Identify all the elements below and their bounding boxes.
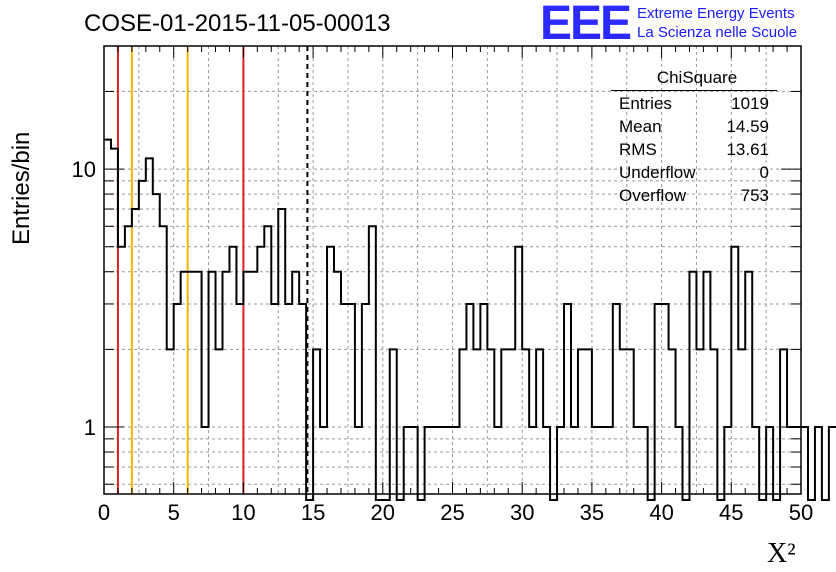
x-axis-label: X² bbox=[767, 538, 796, 569]
x-tick-label: 20 bbox=[371, 500, 395, 525]
stats-divider bbox=[611, 90, 777, 91]
stats-value: 753 bbox=[740, 186, 769, 205]
stats-label: Overflow bbox=[619, 186, 687, 205]
x-tick-label: 0 bbox=[98, 500, 110, 525]
x-tick-label: 5 bbox=[168, 500, 180, 525]
logo-line-2: La Scienza nelle Scuole bbox=[637, 24, 798, 41]
stats-header: ChiSquare bbox=[656, 68, 738, 87]
x-tick-label: 30 bbox=[510, 500, 534, 525]
stats-label: Mean bbox=[619, 117, 662, 136]
logo-caption: Extreme Energy Events La Scienza nelle S… bbox=[637, 4, 797, 42]
x-tick-label: 10 bbox=[231, 500, 255, 525]
stats-label: Entries bbox=[619, 94, 672, 113]
x-tick-label: 35 bbox=[580, 500, 604, 525]
x-tick-label: 40 bbox=[649, 500, 673, 525]
stats-box: ChiSquare Entries 1019 Mean 14.59 RMS 13… bbox=[611, 68, 777, 207]
x-tick-labels: 0 5 10 15 20 25 30 35 40 45 50 bbox=[98, 500, 813, 525]
stats-row: RMS 13.61 bbox=[611, 138, 777, 161]
x-tick-label: 50 bbox=[789, 500, 813, 525]
eee-logo: EEE bbox=[540, 0, 632, 50]
stats-row: Entries 1019 bbox=[611, 92, 777, 115]
stats-value: 0 bbox=[759, 163, 769, 182]
stats-label: Underflow bbox=[619, 163, 696, 182]
chart-title: COSE-01-2015-11-05-00013 bbox=[84, 10, 391, 37]
y-tick-label: 1 bbox=[84, 415, 96, 440]
y-tick-labels: 1 10 bbox=[72, 157, 96, 440]
stats-row: Underflow 0 bbox=[611, 161, 777, 184]
x-tick-label: 45 bbox=[719, 500, 743, 525]
y-tick-label: 10 bbox=[72, 157, 96, 182]
x-tick-label: 15 bbox=[301, 500, 325, 525]
logo-line-1: Extreme Energy Events bbox=[637, 5, 795, 22]
stats-value: 13.61 bbox=[726, 140, 769, 159]
reference-lines bbox=[116, 46, 309, 494]
histogram-outline bbox=[104, 138, 836, 501]
stats-label: RMS bbox=[619, 140, 657, 159]
y-axis-label: Entries/bin bbox=[8, 131, 35, 245]
axis-ticks bbox=[103, 45, 802, 494]
stats-row: Overflow 753 bbox=[611, 184, 777, 207]
stats-value: 1019 bbox=[731, 94, 769, 113]
stats-row: Mean 14.59 bbox=[611, 115, 777, 138]
stats-value: 14.59 bbox=[726, 117, 769, 136]
x-tick-label: 25 bbox=[440, 500, 464, 525]
